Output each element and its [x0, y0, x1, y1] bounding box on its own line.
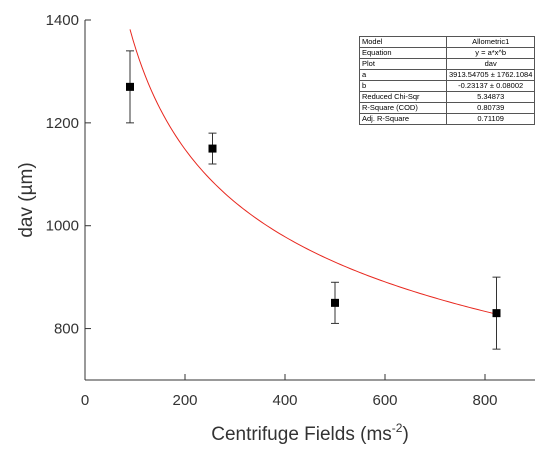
y-tick-label: 1000: [46, 218, 79, 235]
fit-table-row: b -0.23137 ± 0.08002: [359, 80, 536, 92]
fit-curve: [129, 29, 497, 315]
fit-table-value: -0.23137 ± 0.08002: [445, 80, 536, 92]
fit-table-value: 0.80739: [445, 102, 536, 114]
fit-table-value: 5.34873: [445, 91, 536, 103]
y-tick-label: 800: [54, 321, 79, 338]
fit-table-value: 0.71109: [445, 113, 536, 125]
data-points: [126, 50, 501, 350]
x-tick-label: 0: [81, 392, 89, 409]
y-tick-label: 1200: [46, 115, 79, 132]
data-point-marker: [126, 82, 134, 91]
fit-table-value: y = a*x^b: [445, 47, 536, 59]
data-point-marker: [492, 309, 501, 318]
fit-table-label: Adj. R-Square: [359, 113, 447, 125]
fit-table-value: Allometric1: [445, 36, 536, 48]
fit-table-label: b: [359, 80, 447, 92]
y-axis-title: dav (µm): [16, 162, 37, 237]
fit-table-label: Plot: [359, 58, 447, 70]
fit-table-row: a 3913.54705 ± 1762.1084: [359, 69, 536, 81]
x-tick-label: 600: [372, 392, 397, 409]
fit-parameters-table: Model Allometric1 Equation y = a*x^b Plot dav…: [359, 36, 536, 125]
fit-table-row: Adj. R-Square 0.71109: [359, 113, 536, 125]
x-tick-label: 800: [472, 392, 497, 409]
fit-table-label: Equation: [359, 47, 447, 59]
fit-table-row: Reduced Chi-Sqr 5.34873: [359, 91, 536, 103]
y-tick-label: 1400: [46, 12, 79, 29]
x-axis-title: Centrifuge Fields (ms-2): [211, 421, 409, 445]
fit-table-row: R-Square (COD) 0.80739: [359, 102, 536, 114]
fit-table-label: Reduced Chi-Sqr: [359, 91, 447, 103]
data-point-marker: [208, 144, 217, 153]
data-point: [208, 132, 217, 165]
fit-table-row: Plot dav: [359, 58, 536, 70]
data-point: [492, 276, 501, 350]
fit-table-label: Model: [359, 36, 447, 48]
x-tick-label: 400: [272, 392, 297, 409]
x-tick-label: 200: [172, 392, 197, 409]
ticks: 0 200 400 600 800 800 1000 1200 1400: [46, 12, 498, 409]
fit-table-label: R-Square (COD): [359, 102, 447, 114]
data-point: [126, 50, 134, 124]
fit-table-row: Equation y = a*x^b: [359, 47, 536, 59]
data-point-marker: [331, 298, 339, 307]
data-point: [331, 281, 339, 324]
x-axis-title-end: ): [402, 424, 408, 445]
fit-table-value: 3913.54705 ± 1762.1084: [445, 69, 536, 81]
fit-table-row: Model Allometric1: [359, 36, 536, 48]
x-axis-title-superscript: -2: [392, 421, 403, 435]
fit-table-value: dav: [445, 58, 536, 70]
fit-table-label: a: [359, 69, 447, 81]
